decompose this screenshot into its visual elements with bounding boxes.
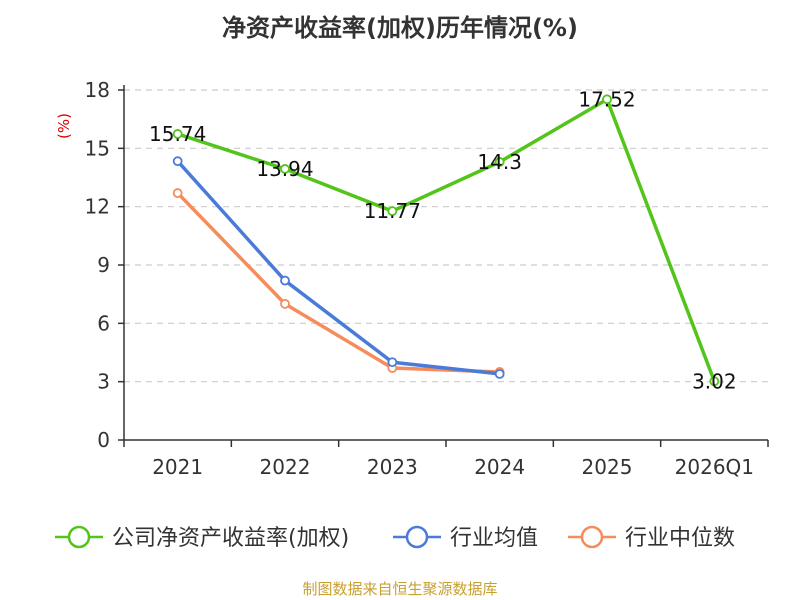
legend-marker bbox=[67, 525, 91, 549]
data-point[interactable] bbox=[280, 275, 290, 286]
chart-title: 净资产收益率(加权)历年情况(%) bbox=[222, 14, 578, 42]
legend-marker bbox=[580, 525, 604, 549]
y-tick-label: 0 bbox=[97, 428, 110, 452]
data-point[interactable] bbox=[494, 157, 505, 167]
x-tick-label-2026Q1: 2026Q1 bbox=[675, 455, 754, 479]
data-point[interactable] bbox=[172, 188, 183, 198]
data-label-2023: 11.77 bbox=[364, 199, 421, 223]
data-point[interactable] bbox=[709, 376, 720, 387]
legend-label: 行业均值 bbox=[450, 526, 538, 551]
y-axis-unit-label: (%) bbox=[55, 113, 73, 139]
legend-label: 行业中位数 bbox=[625, 526, 735, 551]
data-point[interactable] bbox=[280, 164, 290, 174]
axes: 0 3 6 9 12 15 18 2021 2022 2023 2024 2025 2026Q1 bbox=[85, 78, 769, 479]
data-point[interactable] bbox=[602, 94, 612, 105]
y-tick-label: 9 bbox=[97, 253, 110, 277]
y-tick-label: 15 bbox=[85, 136, 110, 160]
x-tick-label-2021: 2021 bbox=[152, 455, 203, 479]
data-label-2024: 14.3 bbox=[477, 150, 522, 174]
data-point[interactable] bbox=[387, 357, 398, 368]
grid-lines bbox=[124, 89, 768, 383]
data-point[interactable] bbox=[172, 156, 183, 167]
legend-item-2[interactable]: 行业中位数 bbox=[568, 525, 735, 551]
legend[interactable]: 公司净资产收益率(加权) 行业均值 行业中位数 bbox=[55, 525, 735, 551]
y-tick-label: 6 bbox=[97, 311, 110, 335]
series-line-0 bbox=[177, 97, 716, 382]
data-point[interactable] bbox=[172, 129, 183, 139]
data-point[interactable] bbox=[387, 206, 398, 217]
source-note: 制图数据来自恒生聚源数据库 bbox=[302, 580, 498, 598]
x-tick-label-2023: 2023 bbox=[367, 455, 418, 479]
data-label-2021: 15.74 bbox=[149, 122, 206, 146]
x-tick-label-2024: 2024 bbox=[474, 455, 525, 479]
data-point[interactable] bbox=[494, 368, 505, 379]
x-tick-label-2022: 2022 bbox=[260, 455, 311, 479]
y-tick-label: 3 bbox=[97, 370, 110, 394]
series-line-2 bbox=[176, 191, 500, 374]
series-lines bbox=[172, 94, 720, 387]
y-tick-label: 12 bbox=[85, 195, 110, 219]
series-line-1 bbox=[176, 159, 500, 376]
legend-item-1[interactable]: 行业均值 bbox=[393, 525, 538, 551]
y-tick-label: 18 bbox=[85, 78, 110, 102]
data-label-2022: 13.94 bbox=[256, 157, 313, 181]
data-point[interactable] bbox=[280, 298, 290, 309]
legend-item-0[interactable]: 公司净资产收益率(加权) bbox=[55, 525, 349, 551]
data-label-2026Q1: 3.02 bbox=[692, 369, 737, 393]
legend-marker bbox=[405, 525, 429, 549]
data-label-2025: 17.52 bbox=[578, 87, 635, 111]
data-labels: 15.74 13.94 11.77 14.3 17.52 3.02 bbox=[149, 87, 737, 393]
legend-label: 公司净资产收益率(加权) bbox=[112, 526, 349, 551]
x-tick-label-2025: 2025 bbox=[582, 455, 633, 479]
